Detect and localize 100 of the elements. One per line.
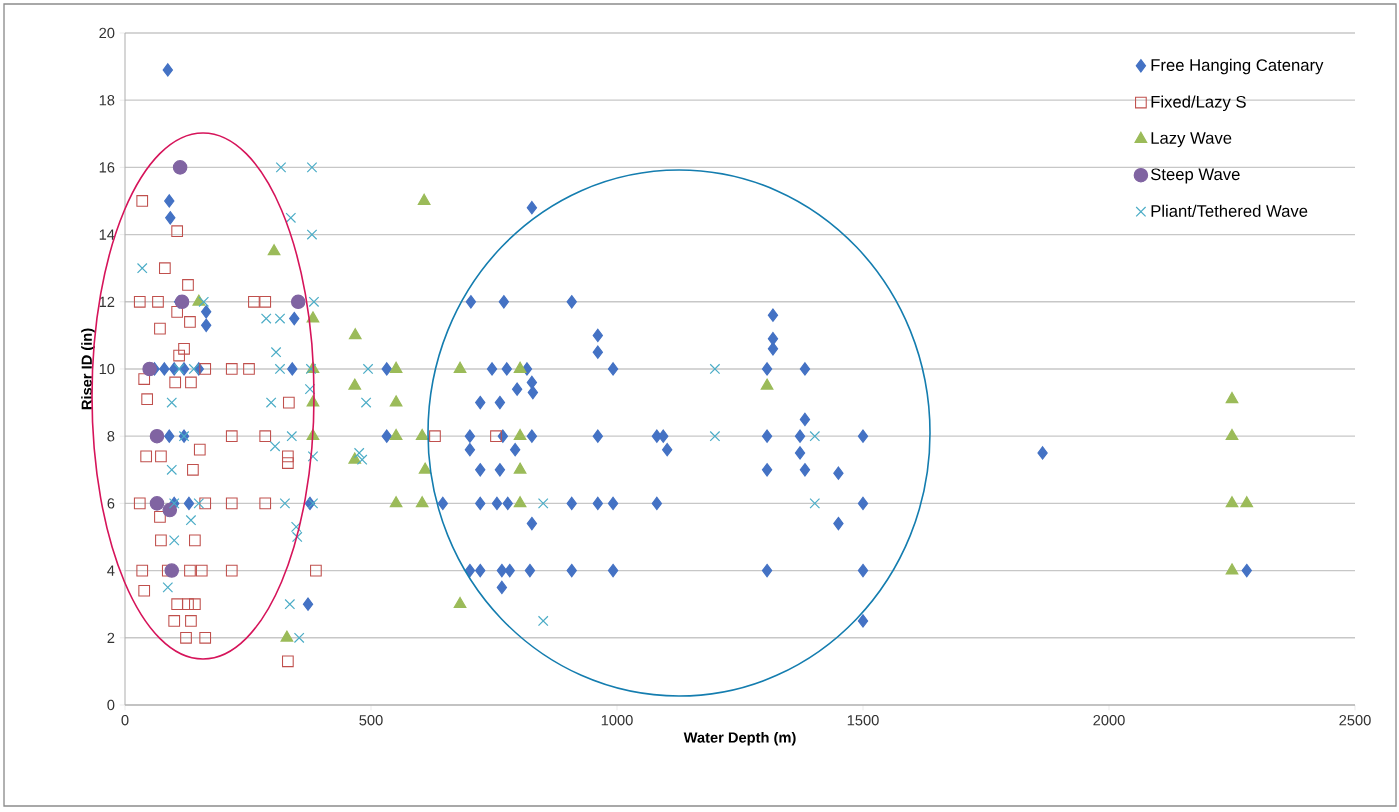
point <box>171 598 184 611</box>
point <box>285 212 297 224</box>
point <box>260 313 272 324</box>
point <box>166 464 178 476</box>
point <box>168 615 181 627</box>
point <box>291 531 303 543</box>
point <box>415 496 429 508</box>
legend-label: Pliant/Tethered Wave <box>1151 204 1308 217</box>
point <box>513 496 527 508</box>
point <box>360 397 372 408</box>
point <box>149 428 165 444</box>
y-tick-label: 6 <box>107 498 115 509</box>
point <box>154 322 166 335</box>
point <box>1225 496 1239 508</box>
legend-label: Steep Wave <box>1150 168 1240 184</box>
y-tick-label: 16 <box>99 162 115 173</box>
point <box>225 564 238 577</box>
point <box>180 631 192 644</box>
point <box>259 295 272 308</box>
x-tick-label: 500 <box>359 715 383 726</box>
point <box>306 229 318 240</box>
point <box>173 349 185 362</box>
point <box>537 498 549 509</box>
point <box>184 316 196 328</box>
point <box>199 497 212 510</box>
point <box>184 564 196 577</box>
point <box>155 450 167 463</box>
point <box>1225 391 1239 404</box>
point <box>281 450 294 463</box>
point <box>307 451 319 462</box>
point <box>152 295 164 308</box>
y-axis-title: Riser ID (in) <box>81 328 95 410</box>
point <box>453 361 467 373</box>
point <box>259 497 272 510</box>
point <box>1240 496 1254 508</box>
point <box>171 305 184 318</box>
legend-label: Free Hanging Catenary <box>1151 58 1324 75</box>
point <box>348 328 362 340</box>
point <box>281 457 294 469</box>
point <box>306 162 318 173</box>
point <box>198 296 210 308</box>
point <box>164 563 180 578</box>
point <box>133 295 146 308</box>
point <box>389 496 403 508</box>
point <box>182 598 194 611</box>
point <box>136 564 149 577</box>
point <box>290 294 306 310</box>
point <box>158 262 171 275</box>
point <box>280 630 294 642</box>
point <box>189 598 201 611</box>
point <box>306 311 320 323</box>
point <box>429 430 441 443</box>
point <box>138 373 151 385</box>
point <box>185 615 197 627</box>
point <box>199 631 212 644</box>
point <box>290 521 302 533</box>
point <box>348 378 362 390</box>
point <box>709 363 721 375</box>
point <box>1225 563 1239 575</box>
point <box>154 510 166 523</box>
point <box>193 443 206 456</box>
point <box>282 396 295 409</box>
point <box>274 363 286 375</box>
point <box>185 376 197 389</box>
point <box>269 440 281 452</box>
point <box>760 378 774 390</box>
point <box>138 584 151 597</box>
point <box>174 294 190 310</box>
point <box>308 296 320 308</box>
point <box>389 428 403 441</box>
point <box>353 447 365 459</box>
y-tick-label: 20 <box>99 27 115 39</box>
point <box>243 363 255 375</box>
point <box>162 502 178 518</box>
y-tick-label: 8 <box>107 431 115 442</box>
point <box>809 498 821 509</box>
point <box>171 225 184 238</box>
x-tick-label: 0 <box>121 715 129 726</box>
point <box>172 160 188 175</box>
x-tick-label: 1500 <box>847 715 879 726</box>
y-tick-label: 10 <box>99 363 115 375</box>
point <box>1225 428 1239 441</box>
point <box>265 397 277 408</box>
point <box>286 430 298 442</box>
point <box>149 496 165 511</box>
point <box>168 535 180 546</box>
point <box>193 498 205 509</box>
point <box>225 430 238 443</box>
y-tick-label: 18 <box>99 95 115 106</box>
point <box>281 655 294 668</box>
point <box>225 497 238 510</box>
point <box>293 632 305 644</box>
point <box>513 428 527 441</box>
point <box>169 376 182 389</box>
point <box>162 582 174 593</box>
point <box>274 313 286 324</box>
y-tick-label: 2 <box>107 632 115 643</box>
point <box>362 363 374 375</box>
point <box>279 498 291 509</box>
point <box>389 395 403 407</box>
